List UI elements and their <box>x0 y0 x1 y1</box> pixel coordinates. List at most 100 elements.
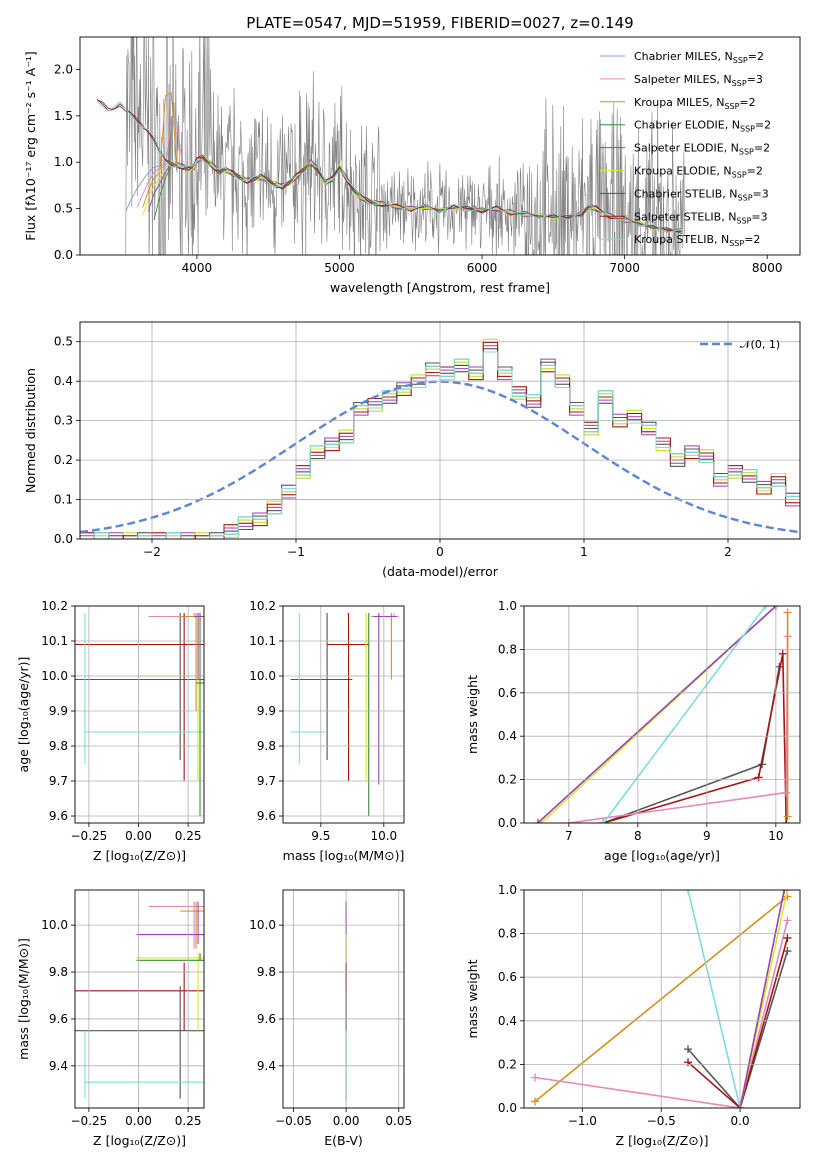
weight-marker <box>780 890 789 894</box>
plot-area-age-vs-mass <box>290 613 399 816</box>
axes-frame <box>523 605 801 824</box>
weight-marker <box>782 819 791 823</box>
weight-marker <box>531 1073 540 1082</box>
histogram-chabrier-stelib <box>80 348 800 539</box>
x-tick-label: 0.25 <box>175 1114 202 1128</box>
y-tick-label: 9.8 <box>49 965 68 979</box>
x-tick-label: 0.00 <box>125 829 152 843</box>
y-tick-label: 0.1 <box>54 493 73 507</box>
weight-marker <box>782 788 791 797</box>
y-tick-label: 0.0 <box>498 1101 517 1115</box>
legend-subscript: SSP <box>738 193 753 202</box>
weight-line-chabrier-stelib <box>603 666 781 823</box>
y-tick-label: 9.8 <box>257 739 276 753</box>
weight-marker <box>531 1097 540 1106</box>
y-axis-label: Flux [fλ10⁻¹⁷ erg cm⁻² s⁻¹ A⁻¹] <box>23 51 38 240</box>
legend-label: Kroupa MILES, NSSP=2 <box>634 96 756 111</box>
y-tick-label: 0.2 <box>498 1057 517 1071</box>
y-tick-label: 0.0 <box>498 816 517 830</box>
x-tick-label: 0 <box>436 545 444 559</box>
legend-label: 𝒩(0, 1) <box>740 338 780 351</box>
weight-marker <box>783 916 792 925</box>
y-tick-label: 0.3 <box>54 414 73 428</box>
axes-mass-vs-Z: −0.25 0.00 0.25 9.4 9.6 9.8 10.0 Z [log₁₀(Z/Z⊙)… <box>16 889 205 1148</box>
x-tick-label: 10.0 <box>370 829 397 843</box>
legend-subscript: SSP <box>732 79 747 88</box>
x-tick-label: −0.05 <box>275 1114 312 1128</box>
x-axis-label: E(B-V) <box>324 1133 363 1148</box>
plot-area-spectrum <box>96 37 685 255</box>
y-tick-label: 0.2 <box>498 773 517 787</box>
x-tick-label: 7000 <box>609 261 640 275</box>
legend-label: Kroupa STELIB, NSSP=2 <box>634 233 760 248</box>
x-tick-label: −1 <box>287 545 305 559</box>
y-tick-label: 0.2 <box>54 453 73 467</box>
axes-frame <box>282 605 405 824</box>
y-tick-label: 9.6 <box>257 1012 276 1026</box>
plot-area-mass-vs-Z <box>75 901 204 1099</box>
y-tick-label: 10.2 <box>41 599 68 613</box>
y-tick-label: 0.0 <box>54 532 73 546</box>
weight-line-salpeter-elodie <box>739 890 785 1108</box>
weight-marker <box>599 819 608 823</box>
y-tick-label: 2.0 <box>54 62 73 76</box>
x-tick-label: −0.25 <box>71 829 108 843</box>
x-tick-label: 8000 <box>752 261 783 275</box>
y-tick-label: 10.0 <box>41 918 68 932</box>
legend-count: =2 <box>744 233 760 246</box>
x-axis-label: Z [log₁₀(Z/Z⊙)] <box>93 848 186 863</box>
legend-label: Chabrier ELODIE, NSSP=2 <box>634 119 771 134</box>
y-tick-label: 9.8 <box>49 739 68 753</box>
y-tick-label: 9.8 <box>257 965 276 979</box>
figure-title: PLATE=0547, MJD=51959, FIBERID=0027, z=0… <box>246 14 633 32</box>
weight-marker <box>783 933 792 942</box>
y-tick-label: 9.9 <box>49 704 68 718</box>
y-tick-label: 9.6 <box>257 809 276 823</box>
weight-line-salpeter-miles <box>534 920 789 1108</box>
histogram-chabrier-miles <box>80 338 800 539</box>
x-tick-label: 4000 <box>182 261 213 275</box>
x-axis-label: Z [log₁₀(Z/Z⊙)] <box>93 1133 186 1148</box>
weight-marker <box>778 649 787 658</box>
x-tick-label: −0.5 <box>647 1114 676 1128</box>
x-tick-label: 2 <box>724 545 732 559</box>
axes-frame <box>79 321 801 540</box>
y-tick-label: 10.1 <box>249 634 276 648</box>
weight-line-kroupa-stelib <box>687 890 741 1108</box>
weight-marker <box>754 773 763 782</box>
x-tick-label: 0.05 <box>385 1114 412 1128</box>
x-tick-label: 9 <box>703 829 711 843</box>
y-tick-label: 9.9 <box>257 704 276 718</box>
y-tick-label: 1.0 <box>498 599 517 613</box>
axes-frame <box>74 889 205 1109</box>
legend-subscript: SSP <box>729 239 744 248</box>
y-tick-label: 10.0 <box>41 669 68 683</box>
x-tick-label: 10 <box>768 829 783 843</box>
axes-age-vs-mass: 9.5 10.0 9.6 9.7 9.8 9.9 10.0 10.1 10.2 mass [log… <box>249 599 405 863</box>
x-axis-label: Z [log₁₀(Z/Z⊙)] <box>616 1133 709 1148</box>
data-spectrum <box>125 37 685 255</box>
y-tick-label: 1.5 <box>54 109 73 123</box>
axes-frame <box>282 889 405 1109</box>
weight-marker <box>533 819 542 823</box>
y-axis-label: age [log₁₀(age/yr)] <box>16 657 31 773</box>
weight-marker <box>761 606 770 610</box>
plot-area-age-vs-Z <box>75 613 204 816</box>
x-axis-label: (data-model)/error <box>382 564 499 579</box>
legend-subscript: SSP <box>739 148 754 157</box>
legend-count: =3 <box>751 210 767 223</box>
x-tick-label: 6000 <box>467 261 498 275</box>
axes-spectrum: 4000 5000 6000 7000 8000 0.0 0.5 1.0 1.5 2.0 wavel… <box>23 36 801 295</box>
weight-line-salpeter-elodie <box>537 606 777 823</box>
y-tick-label: 9.6 <box>49 809 68 823</box>
histogram-salpeter-elodie <box>80 345 800 539</box>
legend-count: =2 <box>755 119 771 132</box>
x-tick-label: 9.5 <box>311 829 330 843</box>
legend-count: =2 <box>739 96 755 109</box>
weight-marker <box>783 890 792 894</box>
legend: Chabrier MILES, NSSP=2 Salpeter MILES, NS… <box>600 50 771 248</box>
y-axis-label: mass weight <box>465 675 480 754</box>
legend-label: Salpeter STELIB, NSSP=3 <box>634 210 768 225</box>
weight-line-chabrier-stelib <box>687 950 789 1108</box>
legend-subscript: SSP <box>732 171 747 180</box>
